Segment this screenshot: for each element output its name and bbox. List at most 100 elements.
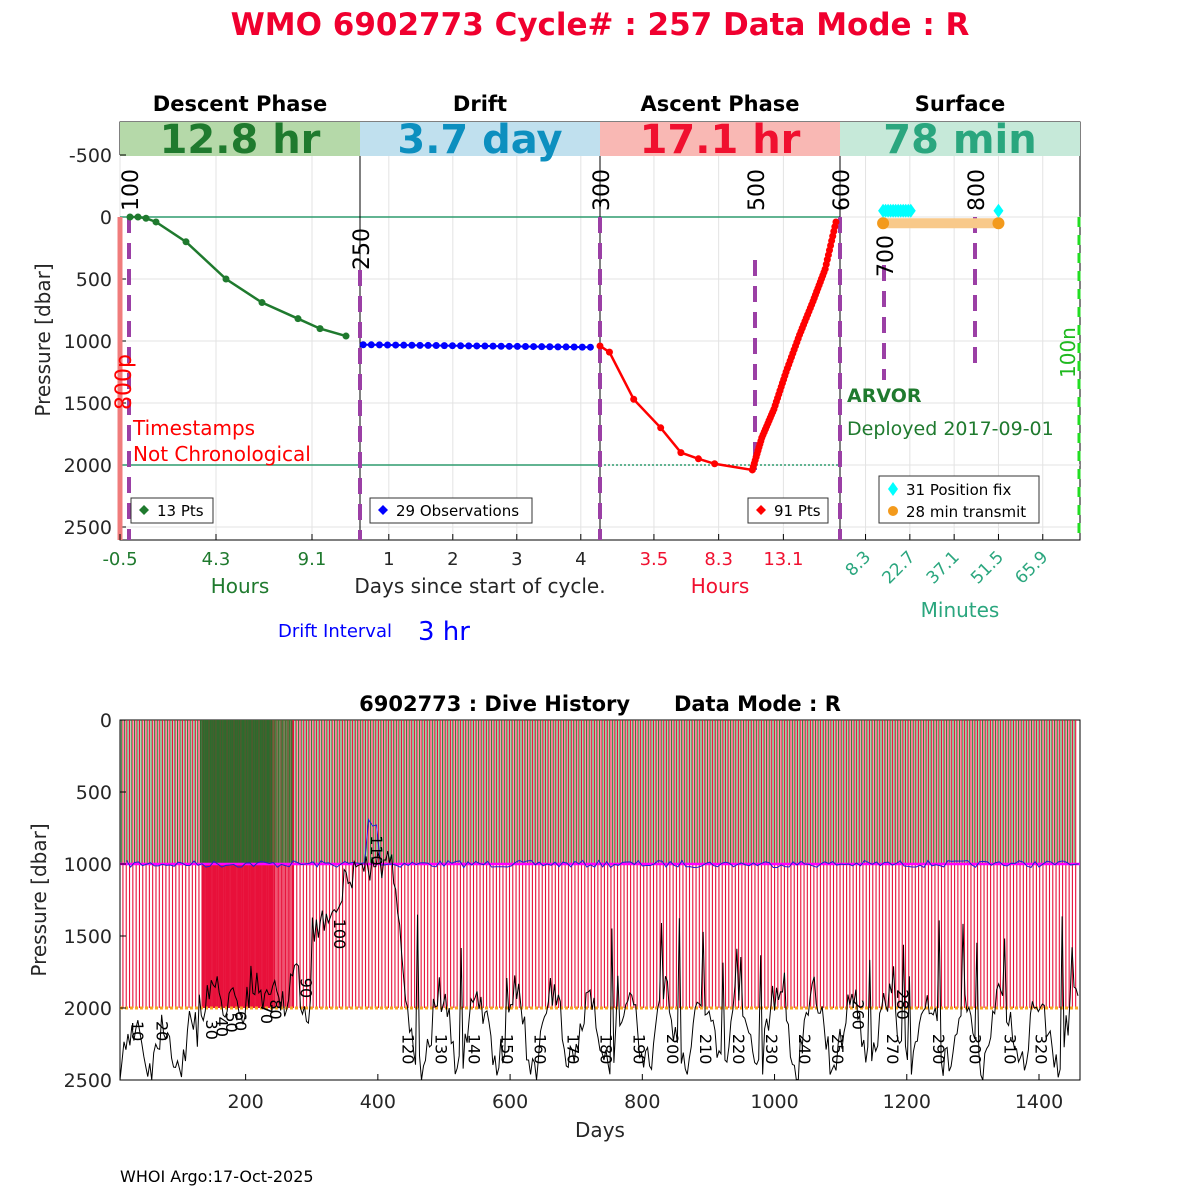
descent-point xyxy=(294,315,302,323)
phase-duration-band xyxy=(600,122,840,156)
descent-point xyxy=(342,332,350,340)
bottom-x-tick-label: 200 xyxy=(227,1091,263,1113)
top-x-tick-label: 9.1 xyxy=(298,549,327,570)
top-y-tick-label: 2500 xyxy=(64,517,112,539)
descent-legend-text: 13 Pts xyxy=(157,502,204,520)
drift-legend-marker xyxy=(378,505,388,515)
transmit-start-point xyxy=(877,217,890,230)
cycle-number-label: 30 xyxy=(202,1020,221,1040)
cycle-marker-label: 250 xyxy=(350,228,375,270)
drift-point xyxy=(440,342,448,350)
drift-point xyxy=(473,342,481,350)
cycle-number-label: 10 xyxy=(128,1021,147,1041)
cycle-number-label: 200 xyxy=(663,1034,682,1065)
drift-point xyxy=(570,343,578,351)
ascent-point xyxy=(832,218,840,226)
drift-point xyxy=(432,342,440,350)
phase-name: Descent Phase xyxy=(153,92,327,116)
bottom-y-tick-label: 2500 xyxy=(64,1070,112,1092)
top-y-tick-label: 500 xyxy=(76,269,112,291)
cycle-number-label: 210 xyxy=(696,1034,715,1065)
cycle-number-label: 220 xyxy=(729,1034,748,1065)
top-x-tick-label: 8.3 xyxy=(704,549,733,570)
phase-duration: 78 min xyxy=(883,117,1036,163)
cycle-number-label: 20 xyxy=(152,1021,171,1041)
cycle-number-label: 180 xyxy=(597,1034,616,1065)
label-100n: 100n xyxy=(1056,327,1080,378)
warning-line-2: Not Chronological xyxy=(133,442,311,466)
cycle-number-label: 240 xyxy=(795,1034,814,1065)
dive-history-lines xyxy=(119,818,1080,1081)
bottom-x-tick-label: 600 xyxy=(492,1091,528,1113)
cycle-number-label: 100 xyxy=(330,919,349,950)
phase-duration-band xyxy=(120,122,360,156)
drift-point xyxy=(538,343,546,351)
ascent-series xyxy=(596,218,840,474)
bottom-x-tick-label: 1000 xyxy=(750,1091,798,1113)
top-y-tick-label: 1500 xyxy=(64,393,112,415)
ascent-point xyxy=(694,455,702,463)
cycle-number-label: 290 xyxy=(929,1034,948,1065)
ascent-legend: 91 Pts xyxy=(747,497,829,524)
drift-point xyxy=(586,343,594,351)
cycle-marker-label: 700 xyxy=(874,235,899,277)
drift-point xyxy=(562,343,570,351)
transmit-legend-text: 28 min transmit xyxy=(906,503,1026,521)
ascent-point xyxy=(677,449,685,457)
top-x-tick-label: 3 xyxy=(511,549,522,570)
descent-point xyxy=(316,325,324,333)
cycle-number-label: 170 xyxy=(564,1034,583,1065)
deployed-date: Deployed 2017-09-01 xyxy=(847,418,1054,440)
top-x-tick-label: 51.5 xyxy=(967,547,1008,588)
cycle-markers: 100 250 300 500 600 700 800 xyxy=(119,169,990,540)
cycle-number-label: 260 xyxy=(849,999,868,1030)
drift-point xyxy=(416,341,424,349)
descent-profile-line xyxy=(130,215,347,338)
descent-legend-marker xyxy=(139,505,149,515)
surface-x-axis-label: Minutes xyxy=(921,598,1000,622)
descent-point xyxy=(258,299,266,307)
cycle-number-label: 70 xyxy=(257,1004,276,1024)
transmit-end-point xyxy=(992,217,1005,230)
top-y-axis-label: Pressure [dbar] xyxy=(31,263,55,416)
phase-name: Surface xyxy=(915,92,1005,116)
drift-point xyxy=(448,342,456,350)
cycle-marker-label: 500 xyxy=(745,169,770,211)
descent-point xyxy=(152,218,160,226)
cycle-number-label: 190 xyxy=(630,1034,649,1065)
bottom-y-tick-label: 500 xyxy=(76,782,112,804)
cycle-number-label: 310 xyxy=(1001,1034,1020,1065)
drift-point xyxy=(505,342,513,350)
drift-point xyxy=(546,343,554,351)
cycle-marker-label: 300 xyxy=(590,169,615,211)
bottom-y-axis-label: Pressure [dbar] xyxy=(27,823,51,976)
bottom-x-tick-label: 800 xyxy=(624,1091,660,1113)
cycle-number-label: 80 xyxy=(266,999,285,1019)
cycle-marker-label: 100 xyxy=(119,169,144,211)
ascent-legend-marker xyxy=(756,505,766,515)
cycle-number-label: 300 xyxy=(966,1034,985,1065)
cycle-number-label: 40 xyxy=(213,1017,232,1037)
drift-legend-text: 29 Observations xyxy=(396,502,519,520)
cycle-number-label: 270 xyxy=(883,1034,902,1065)
ascent-point xyxy=(657,424,665,432)
cycle-number-label: 120 xyxy=(398,1034,417,1065)
top-x-tick-label: 1 xyxy=(383,549,394,570)
bottom-x-axis-label: Days xyxy=(575,1118,625,1142)
drift-point xyxy=(424,341,432,349)
drift-point xyxy=(530,343,538,351)
drift-point xyxy=(578,343,586,351)
drift-point xyxy=(465,342,473,350)
descent-point xyxy=(134,213,142,221)
top-y-tick-label: -500 xyxy=(69,145,112,167)
ascent-legend-text: 91 Pts xyxy=(774,502,821,520)
bottom-y-tick-label: 1000 xyxy=(64,854,112,876)
cycle-number-label: 320 xyxy=(1032,1034,1051,1065)
surface-legend: 31 Position fix 28 min transmit xyxy=(878,475,1040,524)
phase-duration-band xyxy=(840,122,1080,156)
top-y-tick-label: 1000 xyxy=(64,331,112,353)
top-x-ticks: -0.5 4.3 9.1 1 2 3 4 3.5 8.3 13.1 8.3 22.7 37.1 51.5 6… xyxy=(102,534,1052,588)
cycle-marker-label: 600 xyxy=(830,169,855,211)
